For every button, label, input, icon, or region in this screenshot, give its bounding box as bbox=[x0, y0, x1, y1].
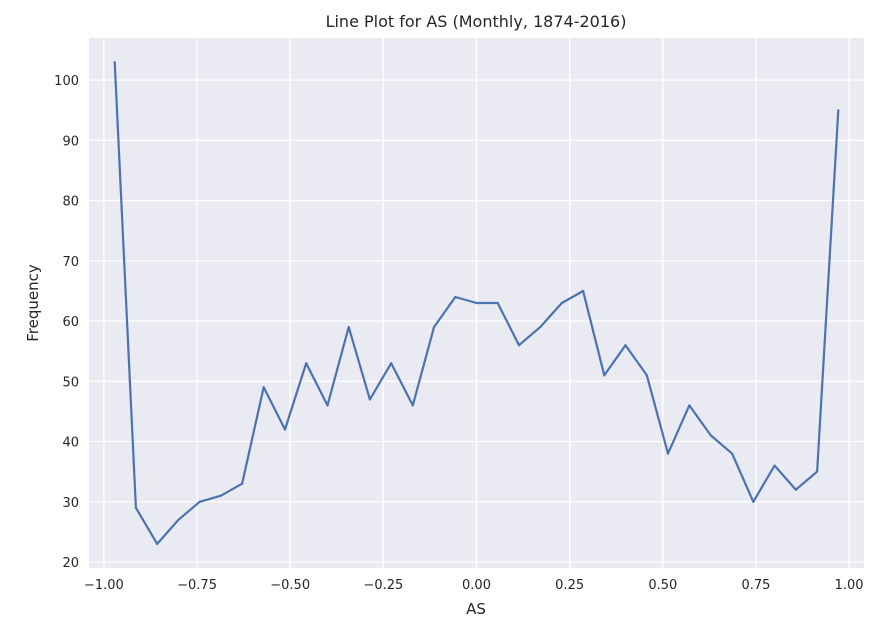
data-point bbox=[432, 326, 436, 329]
x-tick-label: −0.75 bbox=[177, 578, 217, 593]
y-tick-label: 50 bbox=[62, 375, 79, 390]
data-point bbox=[390, 362, 393, 365]
data-point bbox=[305, 362, 308, 365]
data-point bbox=[645, 374, 648, 377]
series-group bbox=[113, 61, 840, 546]
y-tick-label: 100 bbox=[54, 74, 79, 89]
chart-title: Line Plot for AS (Monthly, 1874-2016) bbox=[326, 12, 627, 31]
data-point bbox=[113, 61, 116, 64]
y-tick-label: 30 bbox=[62, 496, 79, 511]
x-tick-label: 0.50 bbox=[648, 578, 677, 593]
y-tick-label: 60 bbox=[62, 315, 79, 330]
data-point bbox=[582, 289, 585, 293]
x-tick-label: −0.25 bbox=[363, 578, 403, 593]
data-point bbox=[517, 344, 521, 347]
data-point bbox=[816, 470, 819, 473]
x-tick-label: −1.00 bbox=[84, 578, 124, 593]
data-point bbox=[709, 434, 713, 437]
y-tick-label: 70 bbox=[62, 255, 79, 270]
data-point bbox=[241, 482, 244, 485]
data-point bbox=[177, 518, 180, 521]
y-tick-label: 90 bbox=[62, 134, 79, 149]
data-point bbox=[198, 500, 201, 503]
data-point bbox=[794, 488, 797, 491]
y-axis-title: Frequency bbox=[24, 264, 42, 342]
data-point bbox=[134, 506, 137, 509]
data-point bbox=[603, 374, 606, 377]
data-point bbox=[837, 109, 840, 112]
data-point bbox=[262, 386, 265, 389]
x-tick-label: 0.00 bbox=[462, 578, 491, 593]
y-tick-labels: 20 30 40 50 60 70 80 90 100 bbox=[54, 74, 79, 571]
x-tick-labels: −1.00 −0.75 −0.50 −0.25 0.00 0.25 0.50 0.75 1.00 bbox=[84, 578, 864, 593]
data-point bbox=[454, 295, 457, 299]
data-point bbox=[666, 452, 670, 455]
data-point bbox=[539, 326, 542, 329]
data-point bbox=[496, 301, 499, 305]
grid-lines bbox=[89, 38, 864, 568]
data-point bbox=[283, 428, 287, 431]
y-tick-label: 40 bbox=[62, 436, 79, 451]
data-point bbox=[411, 404, 414, 407]
data-point bbox=[219, 494, 222, 497]
x-tick-label: 0.75 bbox=[741, 578, 770, 593]
x-tick-label: 0.25 bbox=[555, 578, 584, 593]
data-point bbox=[688, 404, 691, 407]
x-tick-label: 1.00 bbox=[835, 578, 864, 593]
data-point bbox=[752, 500, 755, 503]
data-point bbox=[475, 301, 478, 305]
y-tick-label: 80 bbox=[62, 195, 79, 210]
y-tick-label: 20 bbox=[62, 556, 79, 571]
data-point bbox=[156, 542, 159, 546]
data-point bbox=[368, 398, 371, 401]
x-tick-label: −0.50 bbox=[270, 578, 310, 593]
data-point bbox=[326, 404, 329, 407]
x-axis-title: AS bbox=[466, 600, 486, 618]
data-point bbox=[560, 301, 563, 305]
data-point bbox=[347, 326, 350, 329]
data-point bbox=[773, 464, 776, 467]
data-point bbox=[731, 452, 734, 455]
data-point bbox=[624, 344, 627, 347]
